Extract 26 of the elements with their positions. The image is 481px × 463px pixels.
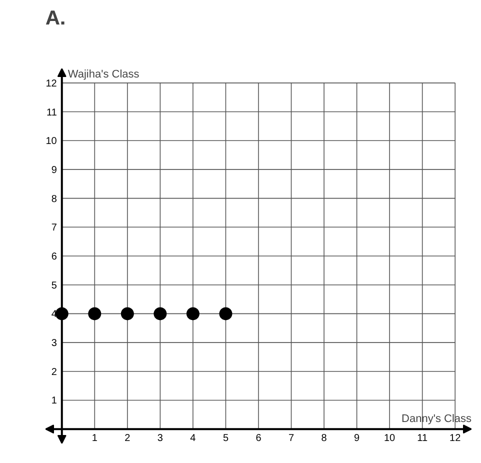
y-tick-label: 2 [51,366,58,378]
y-tick-label: 4 [51,309,58,320]
y-tick-label: 12 [46,78,58,90]
x-tick-label: 7 [288,433,294,444]
x-tick-label: 11 [417,433,428,444]
x-tick-label: 10 [384,433,396,444]
y-tick-label: 10 [46,136,58,148]
chart-title: A. [46,8,66,30]
x-tick-label: 1 [92,433,98,444]
x-tick-label: 3 [157,433,164,444]
y-tick-label: 1 [51,396,58,407]
y-tick-label: 3 [51,338,58,350]
x-tick-label: 6 [256,433,262,444]
y-tick-label: 7 [51,222,58,234]
y-tick-label: 9 [51,164,58,176]
y-tick-label: 6 [51,252,58,262]
x-tick-label: 2 [124,433,131,444]
x-tick-label: 5 [222,433,229,444]
x-tick-label: 8 [321,433,328,444]
y-tick-label: 11 [46,107,58,118]
x-tick-label: 12 [450,433,462,444]
y-axis-title: Wajiha's Class [68,68,140,80]
y-tick-label: 5 [51,280,58,292]
x-tick-label: 9 [354,433,360,444]
x-tick-label: 4 [190,433,196,444]
y-tick-label: 8 [51,194,58,205]
